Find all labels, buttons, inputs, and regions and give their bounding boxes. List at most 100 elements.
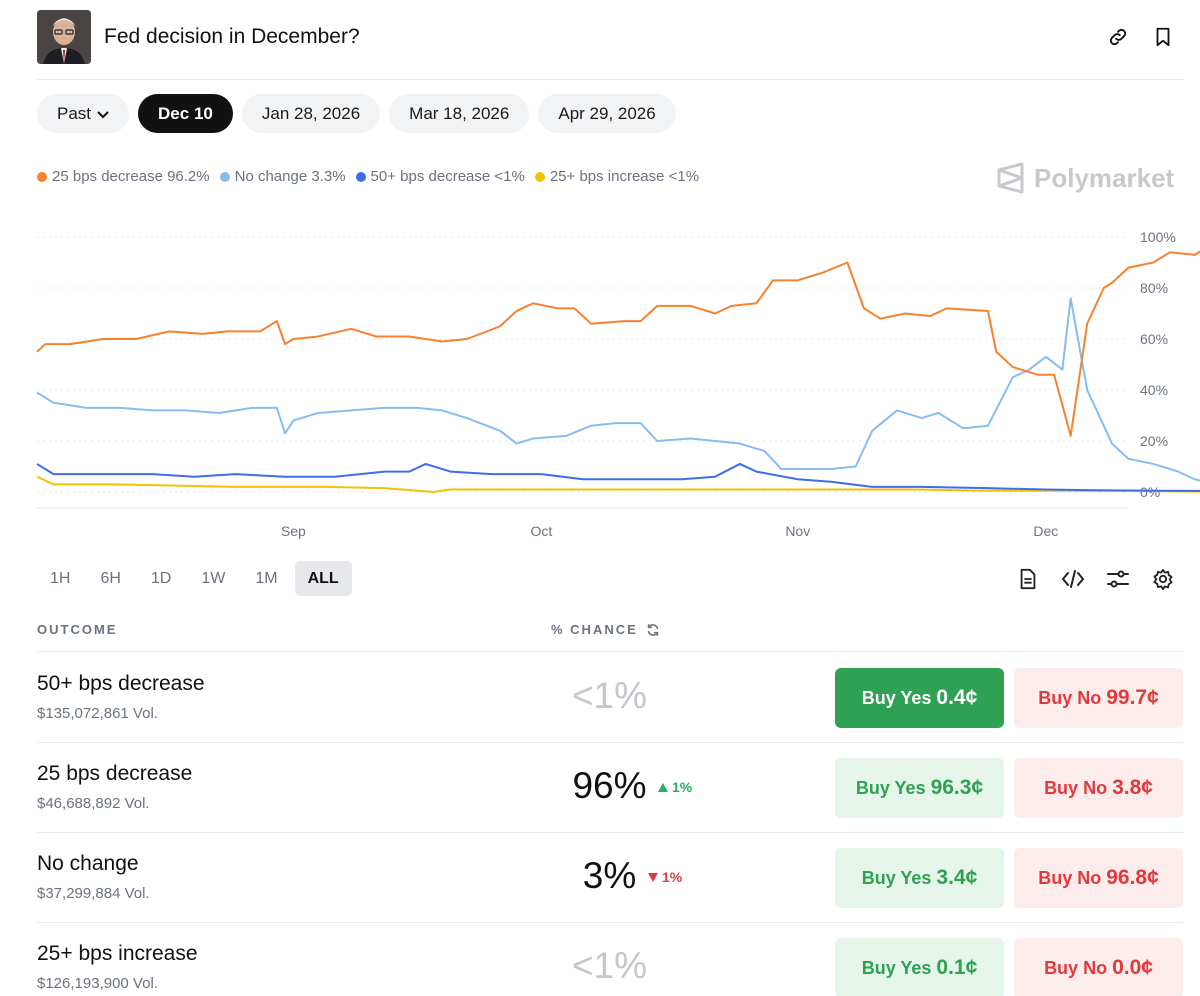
outcome-row: 25 bps decrease $46,688,892 Vol. 96% 1% … [37,743,1183,833]
outcome-volume: $37,299,884 Vol. [37,885,150,902]
outcome-name: 50+ bps decrease [37,672,205,695]
date-tab-apr-29[interactable]: Apr 29, 2026 [538,94,676,133]
buy-no-price: 99.7¢ [1106,686,1159,709]
buy-no-button[interactable]: Buy No 96.8¢ [1014,848,1183,908]
legend-label: No change 3.3% [234,168,346,185]
x-tick-label: Nov [785,523,810,539]
outcome-volume: $135,072,861 Vol. [37,705,158,722]
outcome-chance: <1% [571,945,648,986]
series-line-25-bps-decrease [36,250,1200,437]
x-tick-label: Dec [1033,523,1058,539]
legend-item: 25 bps decrease 96.2% [37,168,210,185]
sliders-icon[interactable] [1105,566,1131,592]
legend-item: 25+ bps increase <1% [534,168,700,185]
legend-dot [219,171,230,182]
brand-name: Polymarket [1034,162,1175,193]
triangle-down-icon [648,872,658,882]
buy-no-button[interactable]: Buy No 0.0¢ [1014,938,1183,996]
refresh-icon[interactable] [646,623,660,637]
col-outcome: OUTCOME [37,622,118,637]
buy-yes-button[interactable]: Buy Yes 0.1¢ [835,938,1004,996]
legend-label: 50+ bps decrease <1% [370,168,525,185]
bookmark-icon[interactable] [1150,24,1176,50]
x-tick-label: Oct [531,523,553,539]
outcome-row: 25+ bps increase $126,193,900 Vol. <1% B… [37,923,1183,996]
chance-delta: 1% [648,869,682,885]
y-tick-label: 80% [1140,280,1168,296]
buy-yes-price: 3.4¢ [936,866,978,889]
outcome-volume: $126,193,900 Vol. [37,975,158,992]
date-tab-jan-28[interactable]: Jan 28, 2026 [241,94,381,133]
y-tick-label: 100% [1140,229,1176,245]
link-icon[interactable] [1105,24,1131,50]
buy-no-button[interactable]: Buy No 99.7¢ [1014,668,1183,728]
buy-yes-label: Buy Yes [861,867,932,888]
outcome-volume: $46,688,892 Vol. [37,795,150,812]
embed-code-icon[interactable] [1060,566,1086,592]
legend-label: 25+ bps increase <1% [549,168,700,185]
buy-yes-label: Buy Yes [861,957,932,978]
outcome-chance: <1% [571,675,648,716]
legend-dot [534,171,545,182]
polymarket-logo-icon [997,162,1024,194]
price-chart[interactable]: 100%80%60%40%20%0%Sep Oct Nov Dec [0,210,1200,550]
range-1h[interactable]: 1H [50,569,71,587]
buy-yes-price: 0.1¢ [936,956,978,979]
delta-value: 1% [662,869,683,885]
market-title: Fed decision in December? [104,25,360,48]
outcomes-table-header: OUTCOME % CHANCE [37,618,1183,652]
series-line-50-bps-decrease [36,462,1200,492]
buy-yes-button[interactable]: Buy Yes 3.4¢ [835,848,1004,908]
buy-yes-price: 96.3¢ [930,776,984,799]
col-chance: % CHANCE [551,622,660,637]
range-1m[interactable]: 1M [255,569,278,587]
buy-yes-price: 0.4¢ [936,686,978,709]
y-tick-label: 60% [1140,331,1168,347]
range-1d[interactable]: 1D [150,569,172,587]
polymarket-watermark: Polymarket [996,162,1174,194]
buy-yes-label: Buy Yes [861,687,932,708]
market-header: Fed decision in December? [37,10,1183,80]
buy-no-label: Buy No [1038,867,1102,888]
past-dropdown[interactable]: Past [37,94,130,133]
range-1w[interactable]: 1W [201,569,226,587]
series-line-25-bps-increase [36,475,1200,493]
gear-icon[interactable] [1150,566,1176,592]
delta-value: 1% [672,779,693,795]
buy-yes-button[interactable]: Buy Yes 0.4¢ [835,668,1004,728]
legend-dot [37,171,47,182]
outcome-name: No change [37,852,139,875]
outcome-row: No change $37,299,884 Vol. 3% 1% Buy Yes… [37,833,1183,923]
outcome-name: 25 bps decrease [37,762,193,785]
date-tab-mar-18[interactable]: Mar 18, 2026 [389,94,530,133]
buy-no-button[interactable]: Buy No 3.8¢ [1014,758,1183,818]
x-tick-label: Sep [281,523,306,539]
buy-yes-button[interactable]: Buy Yes 96.3¢ [835,758,1004,818]
legend-label: 25 bps decrease 96.2% [52,168,210,185]
col-chance-label: % CHANCE [551,622,638,637]
outcome-chance: 96% [572,765,647,806]
y-tick-label: 40% [1140,382,1168,398]
legend-item: No change 3.3% [219,168,346,185]
range-all[interactable]: ALL [294,561,352,596]
past-label: Past [57,103,92,123]
buy-no-price: 96.8¢ [1106,866,1159,889]
buy-no-price: 0.0¢ [1112,956,1153,979]
chart-tools [1015,566,1176,592]
chart-legend: 25 bps decrease 96.2% No change 3.3% 50+… [37,168,699,185]
buy-no-label: Buy No [1038,687,1102,708]
document-icon[interactable] [1015,566,1041,592]
date-tab-dec-10[interactable]: Dec 10 [138,94,233,133]
market-avatar [37,10,91,64]
buy-no-label: Buy No [1044,777,1108,798]
triangle-up-icon [658,782,668,792]
legend-dot [355,171,366,182]
legend-item: 50+ bps decrease <1% [355,168,525,185]
buy-yes-label: Buy Yes [855,777,926,798]
time-range-selector: 1H 6H 1D 1W 1M ALL [37,561,352,596]
y-tick-label: 20% [1140,433,1168,449]
outcome-name: 25+ bps increase [37,942,198,965]
chevron-down-icon [97,104,109,124]
range-6h[interactable]: 6H [100,569,121,587]
outcome-chance: 3% [582,855,637,896]
